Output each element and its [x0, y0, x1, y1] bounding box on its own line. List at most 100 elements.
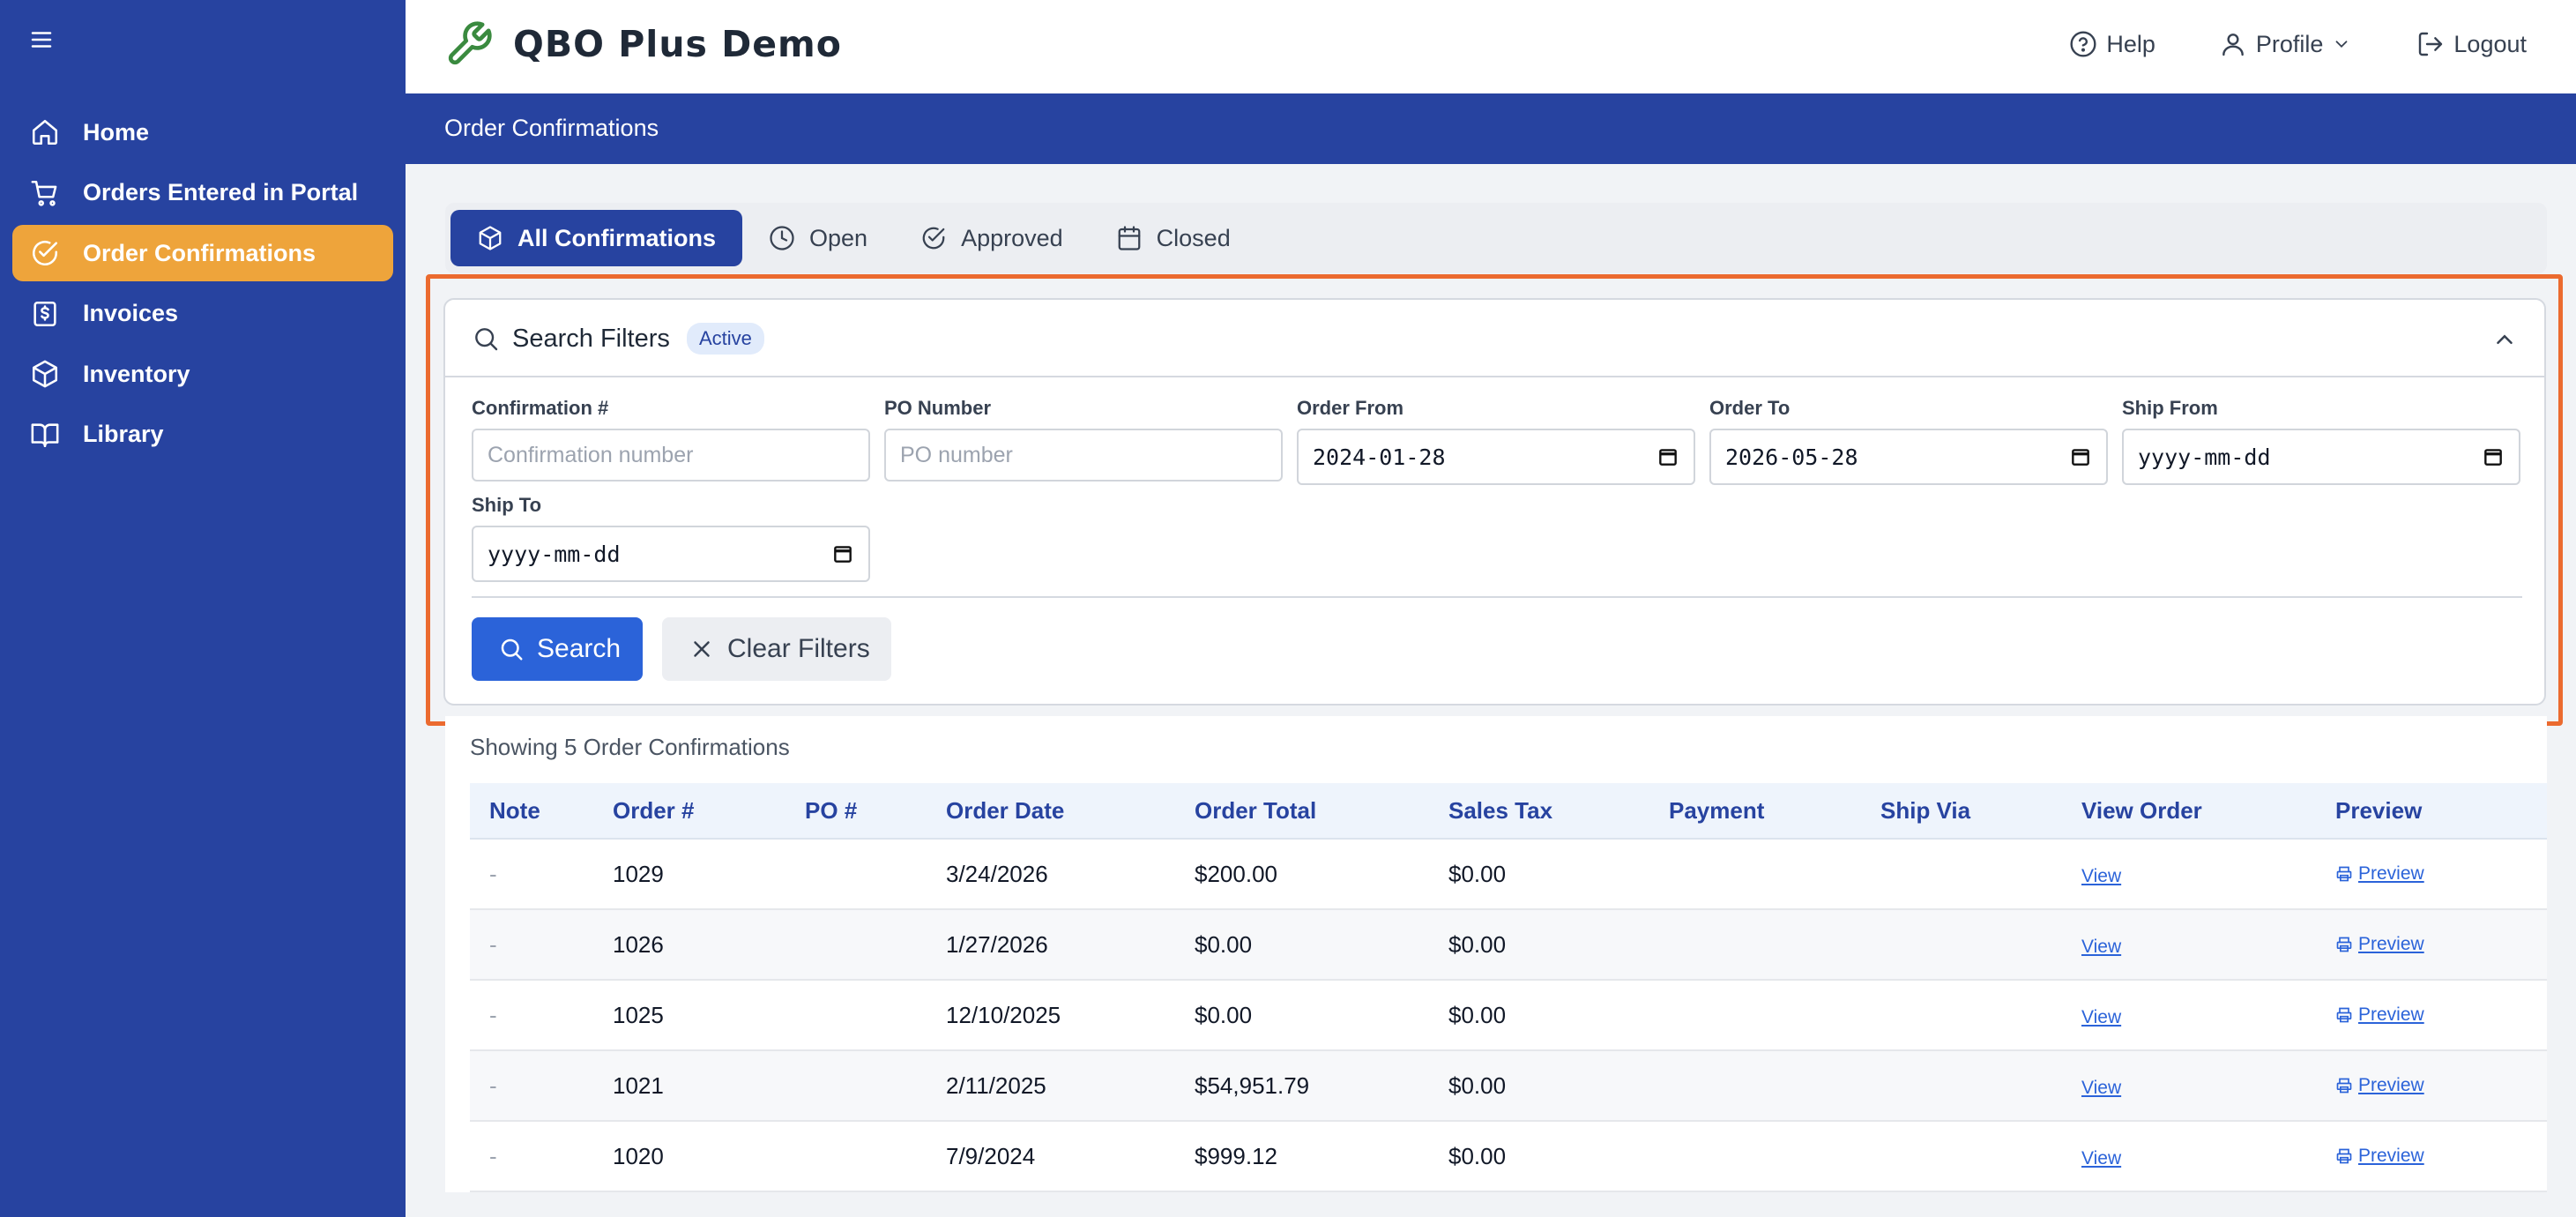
- order-number-cell: 1020: [613, 1142, 664, 1169]
- order-total-cell: $0.00: [1195, 930, 1253, 958]
- profile-label: Profile: [2255, 30, 2324, 57]
- clear-filters-label: Clear Filters: [727, 634, 870, 663]
- sidebar-item-inventory[interactable]: Inventory: [12, 346, 393, 402]
- order-date-cell: 7/9/2024: [946, 1142, 1036, 1169]
- tab-closed[interactable]: Closed: [1090, 210, 1257, 266]
- help-label: Help: [2106, 30, 2155, 57]
- chevron-up-icon[interactable]: [2491, 326, 2518, 353]
- confirmation-input-box: [472, 429, 870, 482]
- profile-menu[interactable]: Profile: [2219, 30, 2352, 58]
- view-order-link[interactable]: View: [2081, 865, 2122, 886]
- column-header[interactable]: Ship Via: [1880, 796, 1971, 824]
- column-header[interactable]: Order #: [613, 796, 695, 824]
- brand: QBO Plus Demo: [444, 19, 842, 69]
- view-order-link[interactable]: View: [2081, 1077, 2122, 1098]
- wrench-icon: [448, 21, 492, 65]
- ship-from-input[interactable]: yyyy-mm-dd: [2122, 429, 2520, 485]
- sales-tax-cell: $0.00: [1448, 1071, 1507, 1099]
- column-header[interactable]: Payment: [1669, 796, 1765, 824]
- page-title: Order Confirmations: [444, 115, 659, 141]
- sidebar-item-invoices[interactable]: Invoices: [12, 286, 393, 342]
- check-circle-icon: [32, 240, 58, 266]
- order-from-field: Order From 2024-01-28: [1297, 397, 1695, 485]
- ship-from-value: yyyy-mm-dd: [2138, 444, 2271, 470]
- order-to-field: Order To 2026-05-28: [1709, 397, 2108, 485]
- column-header[interactable]: Order Total: [1195, 796, 1317, 824]
- tab-label: Closed: [1156, 224, 1231, 251]
- calendar-icon[interactable]: [1657, 445, 1679, 468]
- tab-open[interactable]: Open: [742, 210, 894, 266]
- order-total-cell: $54,951.79: [1195, 1071, 1310, 1099]
- po-number-label: PO Number: [884, 397, 992, 419]
- order-number-cell: 1029: [613, 860, 664, 887]
- cart-icon: [31, 180, 57, 206]
- ship-to-value: yyyy-mm-dd: [488, 541, 621, 567]
- tab-approved[interactable]: Approved: [894, 210, 1090, 266]
- help-button[interactable]: Help: [2069, 30, 2155, 58]
- clock-icon: [770, 226, 794, 250]
- view-order-link[interactable]: View: [2081, 936, 2122, 957]
- preview-link[interactable]: Preview: [2335, 1004, 2547, 1026]
- order-to-value: 2026-05-28: [1725, 444, 1858, 470]
- search-filters-panel: Search Filters Active Confirmation # PO …: [443, 298, 2546, 706]
- sidebar-item-label: Inventory: [83, 360, 190, 387]
- sidebar-nav: Home Orders Entered in Portal Order Conf…: [12, 104, 393, 467]
- order-to-label: Order To: [1709, 397, 1791, 419]
- search-button[interactable]: Search: [472, 617, 643, 681]
- order-from-value: 2024-01-28: [1313, 444, 1446, 470]
- printer-icon: [2336, 866, 2352, 882]
- order-to-input[interactable]: 2026-05-28: [1709, 429, 2108, 485]
- menu-icon[interactable]: [28, 26, 55, 53]
- preview-link[interactable]: Preview: [2335, 934, 2547, 955]
- tabs: All Confirmations Open Approved Closed: [450, 210, 1257, 266]
- po-number-input[interactable]: [900, 442, 1267, 468]
- column-header[interactable]: View Order: [2081, 796, 2202, 824]
- clear-filters-button[interactable]: Clear Filters: [662, 617, 891, 681]
- preview-link[interactable]: Preview: [2335, 1146, 2547, 1167]
- results-panel: Showing 5 Order Confirmations Note Order…: [445, 716, 2547, 1192]
- divider: [472, 596, 2522, 598]
- logout-button[interactable]: Logout: [2416, 30, 2527, 58]
- table-header: Note Order # PO # Order Date Order Total…: [470, 783, 2547, 840]
- sales-tax-cell: $0.00: [1448, 1001, 1507, 1028]
- column-header[interactable]: PO #: [805, 796, 858, 824]
- sidebar-item-order-confirmations[interactable]: Order Confirmations: [12, 225, 393, 281]
- content: All Confirmations Open Approved Closed: [445, 203, 2547, 1191]
- preview-label: Preview: [2358, 934, 2424, 954]
- column-header[interactable]: Note: [489, 796, 540, 824]
- order-from-input[interactable]: 2024-01-28: [1297, 429, 1695, 485]
- preview-link[interactable]: Preview: [2335, 863, 2547, 885]
- sidebar-item-label: Invoices: [83, 300, 179, 326]
- filters-header[interactable]: Search Filters Active: [445, 300, 2544, 377]
- ship-from-field: Ship From yyyy-mm-dd: [2122, 397, 2520, 485]
- table-row: - 1020 7/9/2024 $999.12 $0.00 View Previ…: [470, 1122, 2547, 1192]
- column-header[interactable]: Sales Tax: [1448, 796, 1553, 824]
- order-number-cell: 1025: [613, 1001, 664, 1028]
- sidebar-item-orders-portal[interactable]: Orders Entered in Portal: [12, 165, 393, 221]
- order-number-cell: 1021: [613, 1071, 664, 1099]
- confirmation-input[interactable]: [488, 442, 854, 468]
- check-circle-icon: [922, 227, 945, 250]
- order-date-cell: 12/10/2025: [946, 1001, 1061, 1028]
- sidebar-item-home[interactable]: Home: [12, 104, 393, 161]
- calendar-icon[interactable]: [831, 542, 854, 565]
- column-header[interactable]: Order Date: [946, 796, 1065, 824]
- note-cell: -: [489, 930, 497, 958]
- calendar-icon[interactable]: [2482, 445, 2505, 468]
- view-order-link[interactable]: View: [2081, 1147, 2122, 1168]
- dollar-icon: [34, 301, 56, 326]
- sidebar-item-library[interactable]: Library: [12, 407, 393, 463]
- tab-label: Approved: [961, 224, 1063, 251]
- confirmations-table: Note Order # PO # Order Date Order Total…: [470, 783, 2547, 1192]
- preview-link[interactable]: Preview: [2335, 1075, 2547, 1096]
- home-icon: [32, 119, 58, 146]
- tab-all-confirmations[interactable]: All Confirmations: [450, 210, 743, 266]
- calendar-icon[interactable]: [2069, 445, 2092, 468]
- order-total-cell: $0.00: [1195, 1001, 1253, 1028]
- note-cell: -: [489, 1001, 497, 1028]
- view-order-link[interactable]: View: [2081, 1006, 2122, 1027]
- column-header[interactable]: Preview: [2335, 796, 2423, 824]
- ship-to-input[interactable]: yyyy-mm-dd: [472, 526, 870, 582]
- table-row: - 1026 1/27/2026 $0.00 $0.00 View Previe…: [470, 910, 2547, 981]
- sidebar-item-label: Home: [83, 118, 150, 146]
